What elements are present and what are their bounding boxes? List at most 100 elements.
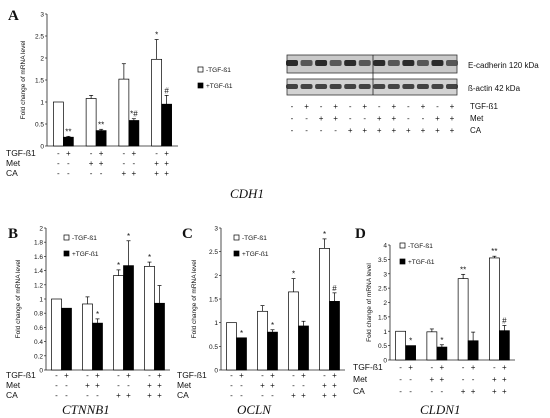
legend-swatch bbox=[233, 250, 240, 257]
condition-sign: - bbox=[292, 381, 295, 390]
condition-sign: - bbox=[409, 387, 412, 396]
condition-sign: + bbox=[260, 381, 265, 390]
legend-label: +TGF-ß1 bbox=[72, 251, 99, 258]
condition-row-label: TGF-ß1 bbox=[6, 370, 36, 380]
condition-sign: - bbox=[117, 371, 120, 380]
condition-sign: + bbox=[89, 159, 94, 168]
condition-row-label: CA bbox=[177, 390, 189, 400]
condition-sign: + bbox=[440, 375, 445, 384]
condition-sign: - bbox=[86, 391, 89, 400]
y-tick-label: 2 bbox=[383, 300, 387, 307]
blot-sign: + bbox=[304, 102, 309, 111]
y-tick-label: 1.8 bbox=[34, 240, 43, 247]
blot-sign: + bbox=[421, 126, 426, 135]
significance-mark: ** bbox=[460, 265, 466, 274]
condition-sign: + bbox=[332, 371, 337, 380]
condition-sign: - bbox=[96, 391, 99, 400]
blot-band-ecadherin bbox=[358, 60, 371, 66]
condition-sign: + bbox=[126, 371, 131, 380]
blot-sign: + bbox=[435, 114, 440, 123]
bar-plus-tgf bbox=[154, 302, 165, 371]
condition-row-label: Met bbox=[6, 158, 21, 168]
blot-sign: + bbox=[377, 114, 382, 123]
bar-minus-tgf bbox=[257, 310, 268, 371]
y-axis-label: Fold change of mRNA level bbox=[366, 263, 373, 342]
condition-sign: + bbox=[66, 149, 71, 158]
condition-sign: + bbox=[471, 363, 476, 372]
condition-sign: - bbox=[155, 149, 158, 158]
bar-minus-tgf bbox=[395, 330, 406, 361]
condition-sign: - bbox=[261, 391, 264, 400]
blot-sign: + bbox=[421, 102, 426, 111]
legend-swatch bbox=[63, 234, 70, 241]
condition-sign: + bbox=[332, 391, 337, 400]
bar-plus-tgf bbox=[499, 330, 510, 361]
condition-sign: + bbox=[116, 391, 121, 400]
condition-sign: - bbox=[67, 159, 70, 168]
condition-sign: - bbox=[127, 381, 130, 390]
condition-row-label: Met bbox=[353, 374, 368, 384]
blot-sign: + bbox=[391, 114, 396, 123]
bar-minus-tgf bbox=[113, 275, 124, 371]
condition-sign: - bbox=[462, 363, 465, 372]
condition-sign: - bbox=[133, 159, 136, 168]
condition-sign: + bbox=[492, 387, 497, 396]
condition-sign: + bbox=[322, 381, 327, 390]
condition-sign: - bbox=[409, 375, 412, 384]
significance-mark: ** bbox=[98, 120, 104, 129]
y-tick-label: 3 bbox=[383, 271, 387, 278]
significance-mark: ** bbox=[491, 247, 497, 256]
condition-sign: + bbox=[322, 391, 327, 400]
blot-sign: + bbox=[377, 126, 382, 135]
bar-plus-tgf bbox=[61, 307, 72, 371]
blot-band-actin bbox=[286, 84, 298, 89]
condition-sign: + bbox=[95, 371, 100, 380]
condition-sign: + bbox=[164, 149, 169, 158]
condition-sign: - bbox=[399, 375, 402, 384]
blot-band-ecadherin bbox=[329, 60, 342, 66]
blot-band-actin bbox=[300, 84, 313, 89]
chart-ocln: 0 0.5 1 1.5 2 2.5 3 Fold change of mRNA level * -… bbox=[177, 226, 345, 400]
y-tick-label: 0.6 bbox=[34, 325, 43, 332]
significance-mark: * bbox=[127, 232, 130, 241]
significance-mark: # bbox=[502, 317, 507, 326]
bar-plus-tgf bbox=[236, 337, 247, 371]
condition-sign: - bbox=[240, 391, 243, 400]
condition-sign: + bbox=[132, 149, 137, 158]
blot-band-ecadherin bbox=[387, 60, 400, 66]
blot-sign: - bbox=[407, 114, 410, 123]
y-tick-label: 0.5 bbox=[35, 122, 44, 129]
blot-sign: - bbox=[291, 102, 294, 111]
condition-sign: - bbox=[148, 371, 151, 380]
blot-sign: - bbox=[363, 114, 366, 123]
condition-sign: - bbox=[123, 159, 126, 168]
condition-sign: - bbox=[472, 375, 475, 384]
y-tick-label: 1 bbox=[40, 100, 44, 107]
bar-plus-tgf bbox=[267, 331, 278, 371]
gene-title-c: OCLN bbox=[237, 402, 272, 417]
condition-sign: - bbox=[292, 371, 295, 380]
y-tick-label: 1 bbox=[39, 297, 43, 304]
condition-sign: - bbox=[67, 169, 70, 178]
bar-minus-tgf bbox=[144, 265, 155, 371]
y-tick-label: 3 bbox=[40, 12, 44, 19]
y-axis-label: Fold change of mRNA level bbox=[15, 259, 22, 338]
blot-band-ecadherin bbox=[431, 60, 444, 66]
blot-band-actin bbox=[402, 84, 415, 89]
blot-sign: - bbox=[349, 114, 352, 123]
blot-sign: + bbox=[435, 126, 440, 135]
panel-letter-b: B bbox=[8, 226, 18, 242]
y-tick-label: 2 bbox=[40, 56, 44, 63]
condition-sign: - bbox=[431, 387, 434, 396]
condition-sign: - bbox=[65, 381, 68, 390]
bar-minus-tgf bbox=[53, 101, 64, 147]
y-tick-label: 2.5 bbox=[35, 34, 44, 41]
significance-mark: * bbox=[440, 336, 443, 345]
condition-sign: - bbox=[55, 381, 58, 390]
condition-sign: + bbox=[270, 381, 275, 390]
blot-sign: - bbox=[305, 126, 308, 135]
bar-plus-tgf bbox=[298, 325, 309, 371]
condition-row-label: CA bbox=[353, 386, 365, 396]
